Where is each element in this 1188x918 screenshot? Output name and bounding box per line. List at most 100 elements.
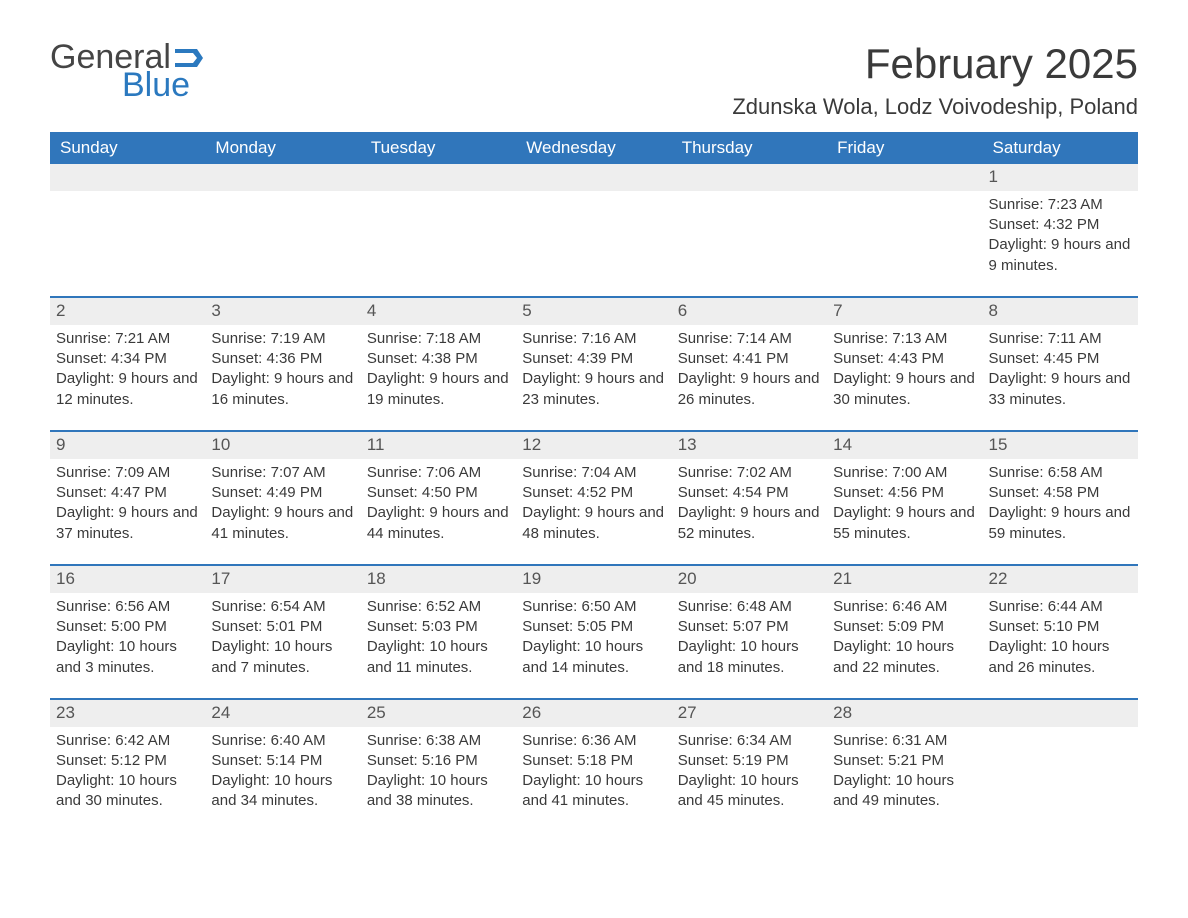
- day-content-row: Sunrise: 6:42 AMSunset: 5:12 PMDaylight:…: [50, 727, 1138, 832]
- sunrise-text: Sunrise: 7:06 AM: [367, 463, 510, 483]
- day-number-cell: 6: [672, 298, 827, 325]
- day-number-cell: 8: [983, 298, 1138, 325]
- day-cell: Sunrise: 7:11 AMSunset: 4:45 PMDaylight:…: [983, 325, 1138, 431]
- day-cell: Sunrise: 6:58 AMSunset: 4:58 PMDaylight:…: [983, 459, 1138, 565]
- daylight-text: Daylight: 9 hours and 44 minutes.: [367, 503, 510, 544]
- sunset-text: Sunset: 5:12 PM: [56, 751, 199, 771]
- daylight-text: Daylight: 9 hours and 16 minutes.: [211, 369, 354, 410]
- day-cell: Sunrise: 7:18 AMSunset: 4:38 PMDaylight:…: [361, 325, 516, 431]
- day-cell: Sunrise: 6:34 AMSunset: 5:19 PMDaylight:…: [672, 727, 827, 832]
- day-content-row: Sunrise: 7:21 AMSunset: 4:34 PMDaylight:…: [50, 325, 1138, 431]
- sunset-text: Sunset: 4:58 PM: [989, 483, 1132, 503]
- day-number-cell: 22: [983, 566, 1138, 593]
- day-number-cell: 9: [50, 432, 205, 459]
- day-number-cell: 1: [983, 164, 1138, 191]
- daylight-text: Daylight: 9 hours and 52 minutes.: [678, 503, 821, 544]
- title-block: February 2025 Zdunska Wola, Lodz Voivode…: [732, 40, 1138, 120]
- daylight-text: Daylight: 9 hours and 37 minutes.: [56, 503, 199, 544]
- weekday-header: Monday: [205, 132, 360, 164]
- weekday-header: Wednesday: [516, 132, 671, 164]
- sunrise-text: Sunrise: 6:48 AM: [678, 597, 821, 617]
- day-cell: Sunrise: 7:19 AMSunset: 4:36 PMDaylight:…: [205, 325, 360, 431]
- day-number: 10: [211, 435, 230, 454]
- daylight-text: Daylight: 10 hours and 41 minutes.: [522, 771, 665, 812]
- daylight-text: Daylight: 10 hours and 7 minutes.: [211, 637, 354, 678]
- day-number-cell: 15: [983, 432, 1138, 459]
- sunset-text: Sunset: 5:14 PM: [211, 751, 354, 771]
- day-number: 23: [56, 703, 75, 722]
- daylight-text: Daylight: 10 hours and 38 minutes.: [367, 771, 510, 812]
- daylight-text: Daylight: 9 hours and 59 minutes.: [989, 503, 1132, 544]
- day-cell: Sunrise: 7:16 AMSunset: 4:39 PMDaylight:…: [516, 325, 671, 431]
- sunrise-text: Sunrise: 7:02 AM: [678, 463, 821, 483]
- day-content-row: Sunrise: 7:09 AMSunset: 4:47 PMDaylight:…: [50, 459, 1138, 565]
- day-cell: Sunrise: 6:56 AMSunset: 5:00 PMDaylight:…: [50, 593, 205, 699]
- weekday-header: Thursday: [672, 132, 827, 164]
- sunrise-text: Sunrise: 7:16 AM: [522, 329, 665, 349]
- day-number-cell: 19: [516, 566, 671, 593]
- day-cell: Sunrise: 6:50 AMSunset: 5:05 PMDaylight:…: [516, 593, 671, 699]
- daylight-text: Daylight: 10 hours and 11 minutes.: [367, 637, 510, 678]
- day-number-cell: 25: [361, 700, 516, 727]
- day-cell: [516, 191, 671, 297]
- logo: General Blue: [50, 40, 203, 102]
- sunset-text: Sunset: 4:39 PM: [522, 349, 665, 369]
- weekday-header: Friday: [827, 132, 982, 164]
- daylight-text: Daylight: 10 hours and 49 minutes.: [833, 771, 976, 812]
- daylight-text: Daylight: 10 hours and 18 minutes.: [678, 637, 821, 678]
- sunrise-text: Sunrise: 7:23 AM: [989, 195, 1132, 215]
- sunset-text: Sunset: 4:49 PM: [211, 483, 354, 503]
- sunrise-text: Sunrise: 7:19 AM: [211, 329, 354, 349]
- calendar-table: SundayMondayTuesdayWednesdayThursdayFrid…: [50, 132, 1138, 832]
- day-number: 15: [989, 435, 1008, 454]
- sunset-text: Sunset: 5:05 PM: [522, 617, 665, 637]
- day-number: 26: [522, 703, 541, 722]
- sunrise-text: Sunrise: 7:00 AM: [833, 463, 976, 483]
- day-number-row: 23 45 6 78: [50, 298, 1138, 325]
- header: General Blue February 2025 Zdunska Wola,…: [50, 40, 1138, 120]
- day-cell: Sunrise: 7:09 AMSunset: 4:47 PMDaylight:…: [50, 459, 205, 565]
- sunset-text: Sunset: 4:41 PM: [678, 349, 821, 369]
- day-number-cell: [205, 164, 360, 191]
- day-number-cell: 26: [516, 700, 671, 727]
- sunrise-text: Sunrise: 6:31 AM: [833, 731, 976, 751]
- day-number-cell: [983, 700, 1138, 727]
- day-number-cell: 28: [827, 700, 982, 727]
- day-cell: [205, 191, 360, 297]
- daylight-text: Daylight: 9 hours and 23 minutes.: [522, 369, 665, 410]
- day-number: 12: [522, 435, 541, 454]
- day-number: 11: [367, 435, 385, 454]
- day-cell: [361, 191, 516, 297]
- sunset-text: Sunset: 5:21 PM: [833, 751, 976, 771]
- day-number-cell: 4: [361, 298, 516, 325]
- sunset-text: Sunset: 5:03 PM: [367, 617, 510, 637]
- daylight-text: Daylight: 10 hours and 45 minutes.: [678, 771, 821, 812]
- day-number: 3: [211, 301, 220, 320]
- day-number: 8: [989, 301, 998, 320]
- day-number-cell: 2: [50, 298, 205, 325]
- day-number-cell: 7: [827, 298, 982, 325]
- day-number-cell: 24: [205, 700, 360, 727]
- day-number: 6: [678, 301, 687, 320]
- daylight-text: Daylight: 10 hours and 30 minutes.: [56, 771, 199, 812]
- sunrise-text: Sunrise: 7:13 AM: [833, 329, 976, 349]
- day-cell: [983, 727, 1138, 832]
- day-cell: Sunrise: 6:42 AMSunset: 5:12 PMDaylight:…: [50, 727, 205, 832]
- sunset-text: Sunset: 4:50 PM: [367, 483, 510, 503]
- weekday-header: Sunday: [50, 132, 205, 164]
- day-number-cell: 16: [50, 566, 205, 593]
- day-number-cell: [50, 164, 205, 191]
- day-number-cell: 23: [50, 700, 205, 727]
- sunset-text: Sunset: 4:34 PM: [56, 349, 199, 369]
- sunset-text: Sunset: 4:54 PM: [678, 483, 821, 503]
- day-number: 27: [678, 703, 697, 722]
- sunrise-text: Sunrise: 7:04 AM: [522, 463, 665, 483]
- day-number: 5: [522, 301, 531, 320]
- day-cell: Sunrise: 6:31 AMSunset: 5:21 PMDaylight:…: [827, 727, 982, 832]
- day-number-row: 16171819202122: [50, 566, 1138, 593]
- day-number-row: 1: [50, 164, 1138, 191]
- daylight-text: Daylight: 9 hours and 55 minutes.: [833, 503, 976, 544]
- day-number-cell: 5: [516, 298, 671, 325]
- sunrise-text: Sunrise: 7:09 AM: [56, 463, 199, 483]
- day-number-cell: 11: [361, 432, 516, 459]
